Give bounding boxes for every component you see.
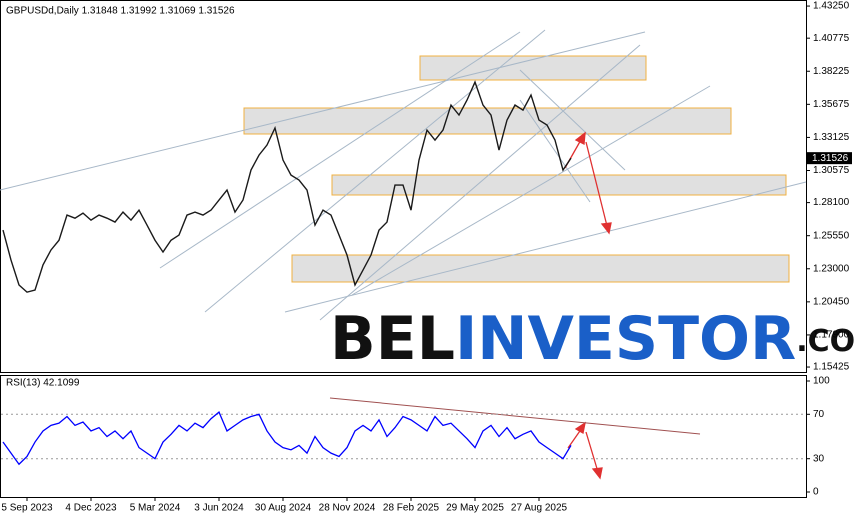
price-tag [807,152,852,165]
arrows [564,131,612,480]
x-tick-label: 27 Aug 2025 [511,503,568,514]
y-tick-label: 1.28100 [813,197,850,208]
x-tick-label: 5 Sep 2023 [1,503,53,514]
x-tick-label: 28 Nov 2024 [319,503,376,514]
y-tick-label: 1.40775 [813,33,850,44]
y-tick-label: 70 [813,409,825,420]
arrow-head [591,467,603,480]
zone [331,174,787,196]
y-tick-label: 0 [813,487,819,498]
arrow [585,141,608,227]
trendline [519,99,591,203]
watermark: BELINVESTOR.COM [330,304,854,374]
trendline [319,44,641,321]
y-tick-label: 1.23000 [813,263,850,274]
x-tick-label: 5 Mar 2024 [130,503,181,514]
rsi-title: RSI(13) 42.1099 [6,378,80,389]
y-tick-label: 100 [813,376,830,387]
y-tick-label: 1.20450 [813,296,850,307]
x-tick-label: 28 Feb 2025 [383,503,440,514]
rsi-trendline [329,397,701,435]
zone [419,55,647,81]
watermark-part: INVESTOR [455,304,796,374]
y-tick-label: 1.17900 [813,330,850,341]
watermark-part: BEL [330,304,455,374]
x-tick-label: 30 Aug 2024 [255,503,312,514]
series-line [2,80,572,293]
y-tick-label: 1.38225 [813,66,850,77]
x-tick-label: 4 Dec 2023 [65,503,117,514]
x-tick-label: 3 Jun 2024 [194,503,244,514]
series-line [2,411,572,466]
chart-title: GBPUSDd,Daily 1.31848 1.31992 1.31069 1.… [6,6,235,17]
trendline [159,31,521,269]
arrow-head [574,131,586,146]
trendline [0,31,646,191]
y-tick-label: 1.43250 [813,1,850,12]
trendline [284,181,807,313]
trendlines [0,29,807,321]
watermark-part: .COM [796,324,854,359]
arrow [585,431,599,473]
trendline [519,69,626,171]
trendline [351,85,711,296]
y-tick-label: 1.35675 [813,99,850,110]
y-tick-label: 1.15425 [813,362,850,373]
zone [291,254,790,283]
zones [243,55,790,283]
trendline [204,29,546,313]
price-tag-label: 1.31526 [812,153,849,164]
y-tick-label: 30 [813,453,825,464]
y-tick-label: 1.33125 [813,132,850,143]
y-tick-label: 1.30575 [813,165,850,176]
rsi-panel [0,375,807,498]
arrow-head [600,222,612,235]
arrow-head [574,421,586,435]
x-tick-label: 29 May 2025 [446,503,504,514]
y-tick-label: 1.25550 [813,230,850,241]
